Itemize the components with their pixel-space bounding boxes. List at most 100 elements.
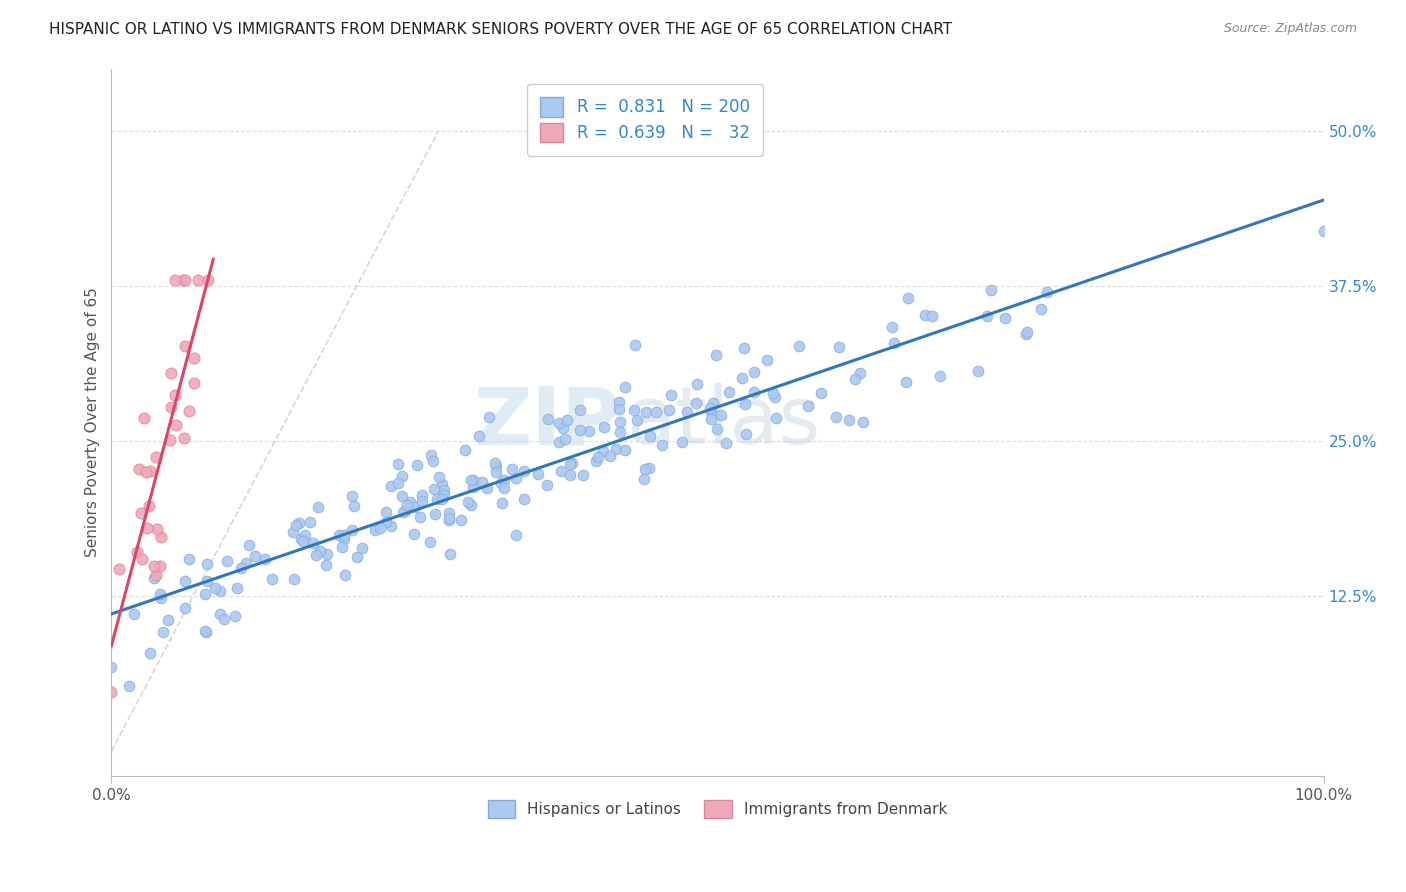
Text: atlas: atlas [627,384,821,461]
Point [138,499,160,513]
Point [585,454,607,468]
Point [633,472,655,486]
Point [463,473,485,487]
Point [149,558,172,573]
Point [391,468,413,483]
Point [174,339,197,353]
Point [131,552,153,566]
Point [419,535,441,549]
Point [921,309,943,323]
Point [658,402,681,417]
Point [194,587,217,601]
Point [675,405,697,419]
Point [298,515,321,529]
Point [422,453,444,467]
Point [332,528,354,542]
Point [425,508,447,522]
Point [551,421,574,435]
Point [160,366,183,380]
Point [411,488,433,502]
Point [404,500,426,514]
Point [789,339,811,353]
Point [226,581,249,595]
Point [328,528,350,542]
Point [976,309,998,323]
Point [1312,224,1334,238]
Point [555,413,578,427]
Point [183,351,205,366]
Point [150,530,173,544]
Point [478,410,501,425]
Point [569,423,592,437]
Point [492,473,515,487]
Point [671,434,693,449]
Point [710,408,733,422]
Point [638,461,661,475]
Point [661,388,683,402]
Point [122,607,145,621]
Point [623,402,645,417]
Point [513,491,536,506]
Point [411,494,433,508]
Point [742,385,765,400]
Point [491,496,513,510]
Text: Source: ZipAtlas.com: Source: ZipAtlas.com [1223,22,1357,36]
Point [391,505,413,519]
Point [1015,326,1038,341]
Point [409,509,432,524]
Point [152,625,174,640]
Point [457,495,479,509]
Text: ZIP: ZIP [474,384,620,461]
Point [471,475,494,490]
Point [187,272,209,286]
Point [294,528,316,542]
Point [118,679,141,693]
Point [422,482,444,496]
Point [333,532,356,546]
Point [880,320,903,334]
Point [139,646,162,660]
Point [623,337,645,351]
Point [914,308,936,322]
Point [195,574,218,589]
Point [572,468,595,483]
Point [128,462,150,476]
Point [460,473,482,487]
Point [253,552,276,566]
Point [387,475,409,490]
Point [208,607,231,621]
Point [197,272,219,286]
Point [468,429,491,443]
Point [177,403,200,417]
Point [374,516,396,530]
Point [100,685,122,699]
Point [454,442,477,457]
Point [501,462,523,476]
Point [763,390,786,404]
Point [238,538,260,552]
Point [405,458,427,473]
Text: HISPANIC OR LATINO VS IMMIGRANTS FROM DENMARK SENIORS POVERTY OVER THE AGE OF 65: HISPANIC OR LATINO VS IMMIGRANTS FROM DE… [49,22,952,37]
Point [825,409,848,424]
Point [742,365,765,379]
Point [284,517,307,532]
Point [717,384,740,399]
Point [586,450,609,465]
Point [699,401,721,415]
Point [430,477,453,491]
Point [163,272,186,286]
Point [605,442,627,457]
Point [852,415,875,429]
Point [174,600,197,615]
Point [231,561,253,575]
Point [146,522,169,536]
Point [607,394,630,409]
Point [765,411,787,425]
Point [138,464,160,478]
Point [307,500,329,515]
Point [450,513,472,527]
Point [1029,302,1052,317]
Point [929,368,952,383]
Point [174,272,197,286]
Point [288,516,311,530]
